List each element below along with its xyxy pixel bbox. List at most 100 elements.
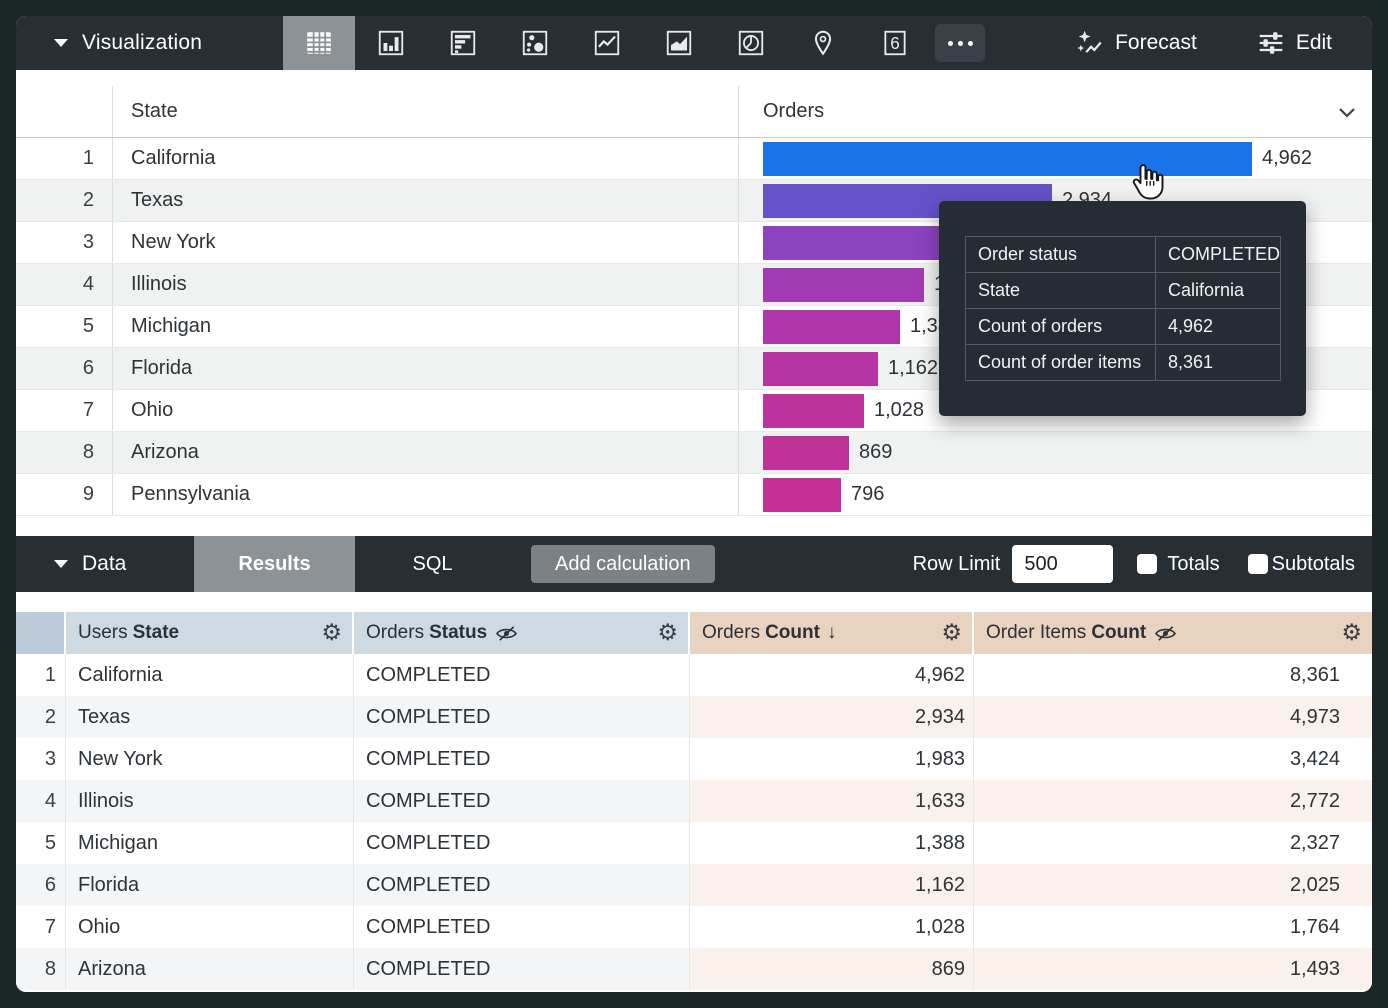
viz-type-column-button[interactable] (355, 16, 427, 70)
viz-state-cell: Arizona (131, 441, 199, 463)
data-header-order-items-count[interactable]: Order Items Count ⚙ (974, 612, 1372, 654)
orders-bar[interactable] (763, 351, 878, 386)
app-window: Visualization (16, 16, 1372, 992)
orders-status-cell[interactable]: COMPLETED (354, 738, 690, 780)
orders-bar-value: 1,028 (874, 399, 925, 421)
viz-type-map-button[interactable] (787, 16, 859, 70)
data-table-body: 1 California COMPLETED 4,962 8,361 2 Tex… (16, 654, 1372, 990)
row-limit-input[interactable] (1012, 545, 1114, 583)
order-items-count-cell[interactable]: 8,361 (974, 654, 1372, 696)
users-state-cell[interactable]: Arizona (66, 948, 354, 990)
users-state-cell[interactable]: Ohio (66, 906, 354, 948)
orders-status-cell[interactable]: COMPLETED (354, 696, 690, 738)
viz-type-scatter-button[interactable] (499, 16, 571, 70)
orders-count-cell[interactable]: 1,162 (690, 864, 974, 906)
viz-orders-cell: 869 (738, 432, 1372, 473)
orders-bar[interactable] (763, 309, 900, 344)
visualization-section-toggle[interactable]: Visualization (16, 16, 283, 70)
order-items-count-cell[interactable]: 2,772 (974, 780, 1372, 822)
line-chart-icon (592, 28, 622, 58)
orders-count-cell[interactable]: 869 (690, 948, 974, 990)
viz-type-table-button[interactable] (283, 16, 355, 70)
data-row-number: 3 (16, 738, 66, 780)
orders-status-cell[interactable]: COMPLETED (354, 780, 690, 822)
orders-status-cell[interactable]: COMPLETED (354, 654, 690, 696)
orders-bar[interactable] (763, 393, 864, 428)
gear-icon[interactable]: ⚙ (657, 619, 678, 646)
orders-status-cell[interactable]: COMPLETED (354, 906, 690, 948)
gear-icon[interactable]: ⚙ (321, 619, 342, 646)
users-state-cell[interactable]: New York (66, 738, 354, 780)
orders-count-cell[interactable]: 4,962 (690, 654, 974, 696)
orders-bar[interactable] (763, 225, 958, 260)
viz-type-bar-button[interactable] (427, 16, 499, 70)
data-header-orders-status[interactable]: Orders Status ⚙ (354, 612, 690, 654)
data-row-number: 6 (16, 864, 66, 906)
more-viz-types-button[interactable] (935, 24, 985, 62)
sort-desc-icon[interactable]: ↓ (826, 622, 837, 643)
tab-results[interactable]: Results (194, 536, 355, 592)
viz-type-single-value-button[interactable]: 6 (859, 16, 931, 70)
orders-bar[interactable] (763, 141, 1252, 176)
order-items-count-cell[interactable]: 2,025 (974, 864, 1372, 906)
tab-sql[interactable]: SQL (412, 552, 453, 575)
order-items-count-cell[interactable]: 3,424 (974, 738, 1372, 780)
viz-orders-cell: 4,962 (738, 138, 1372, 179)
add-calculation-button[interactable]: Add calculation (531, 545, 715, 583)
subtotals-checkbox[interactable] (1247, 554, 1268, 574)
users-state-cell[interactable]: Michigan (66, 822, 354, 864)
gear-icon[interactable]: ⚙ (1341, 619, 1362, 646)
edit-button[interactable]: Edit (1247, 16, 1342, 70)
pie-chart-icon (736, 28, 766, 58)
orders-bar[interactable] (763, 477, 841, 512)
orders-count-cell[interactable]: 1,388 (690, 822, 974, 864)
order-items-count-cell[interactable]: 4,973 (974, 696, 1372, 738)
orders-bar[interactable] (763, 267, 924, 302)
users-state-cell[interactable]: California (66, 654, 354, 696)
data-header-users-state[interactable]: Users State ⚙ (66, 612, 354, 654)
map-pin-icon (808, 28, 838, 58)
orders-count-cell[interactable]: 2,934 (690, 696, 974, 738)
data-table-row: 3 New York COMPLETED 1,983 3,424 (16, 738, 1372, 780)
users-state-cell[interactable]: Florida (66, 864, 354, 906)
forecast-button[interactable]: Forecast (1066, 16, 1207, 70)
viz-type-line-button[interactable] (571, 16, 643, 70)
users-state-cell[interactable]: Texas (66, 696, 354, 738)
viz-header-row-number (16, 86, 113, 137)
totals-label: Totals (1167, 552, 1220, 575)
data-table-row: 5 Michigan COMPLETED 1,388 2,327 (16, 822, 1372, 864)
data-table-row: 1 California COMPLETED 4,962 8,361 (16, 654, 1372, 696)
viz-row-number: 4 (16, 264, 113, 305)
orders-count-cell[interactable]: 1,633 (690, 780, 974, 822)
orders-bar-value: 4,962 (1262, 147, 1313, 169)
data-row-number: 1 (16, 654, 66, 696)
data-table-row: 2 Texas COMPLETED 2,934 4,973 (16, 696, 1372, 738)
tooltip-label: Count of order items (965, 344, 1156, 381)
totals-checkbox[interactable] (1137, 554, 1158, 574)
order-items-count-cell[interactable]: 1,493 (974, 948, 1372, 990)
order-items-count-cell[interactable]: 2,327 (974, 822, 1372, 864)
visualization-title: Visualization (82, 31, 203, 54)
visualization-toolbar: Visualization (16, 16, 1372, 70)
viz-type-area-button[interactable] (643, 16, 715, 70)
orders-count-cell[interactable]: 1,983 (690, 738, 974, 780)
data-section-toggle[interactable]: Data (16, 536, 194, 592)
users-state-cell[interactable]: Illinois (66, 780, 354, 822)
order-items-count-cell[interactable]: 1,764 (974, 906, 1372, 948)
tooltip-row: Count of orders 4,962 (965, 308, 1282, 345)
viz-type-pie-button[interactable] (715, 16, 787, 70)
data-header-orders-count[interactable]: Orders Count ↓ ⚙ (690, 612, 974, 654)
orders-status-cell[interactable]: COMPLETED (354, 822, 690, 864)
data-table-row: 8 Arizona COMPLETED 869 1,493 (16, 948, 1372, 990)
gear-icon[interactable]: ⚙ (941, 619, 962, 646)
orders-status-cell[interactable]: COMPLETED (354, 864, 690, 906)
orders-bar[interactable] (763, 435, 849, 470)
orders-bar-value: 1,162 (888, 357, 939, 379)
chevron-down-icon[interactable] (1337, 106, 1357, 118)
orders-status-cell[interactable]: COMPLETED (354, 948, 690, 990)
orders-count-cell[interactable]: 1,028 (690, 906, 974, 948)
data-title: Data (82, 552, 127, 575)
collapse-caret-icon (54, 560, 68, 568)
viz-header-state[interactable]: State (131, 100, 178, 122)
viz-header-orders[interactable]: Orders (738, 86, 1372, 137)
